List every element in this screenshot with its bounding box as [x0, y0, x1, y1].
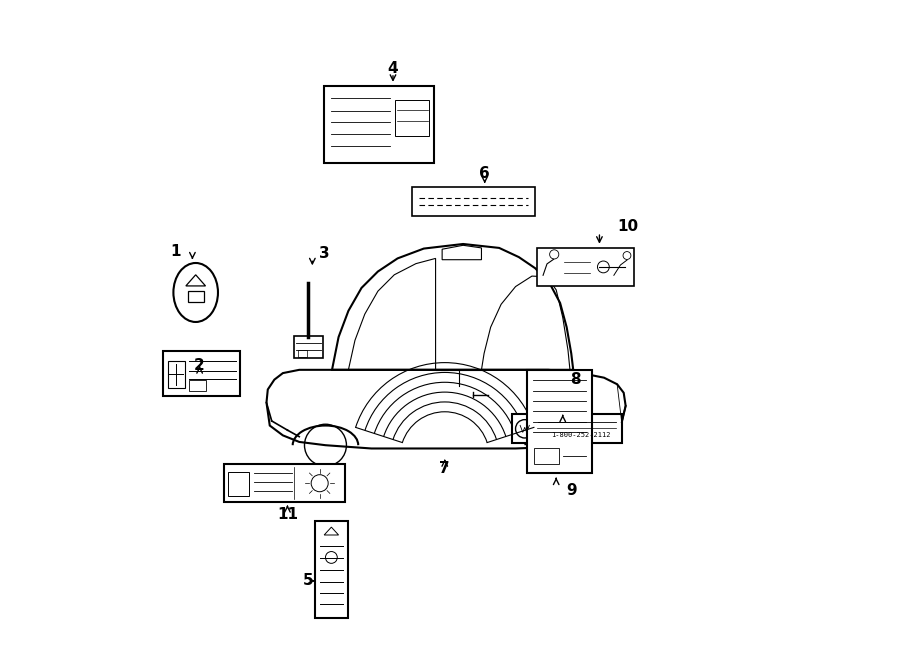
- Bar: [315, 521, 347, 617]
- Bar: [511, 414, 622, 444]
- Bar: [394, 100, 428, 136]
- Text: 11: 11: [277, 506, 298, 522]
- Bar: [189, 380, 206, 391]
- Text: 8: 8: [571, 372, 581, 387]
- Text: 6: 6: [480, 166, 491, 180]
- Bar: [534, 448, 559, 464]
- Bar: [412, 187, 536, 215]
- Text: 1-800-252-2112: 1-800-252-2112: [551, 432, 610, 438]
- Bar: [298, 350, 307, 357]
- Bar: [163, 352, 240, 396]
- Text: 1: 1: [171, 245, 181, 259]
- Bar: [536, 248, 634, 286]
- Bar: [228, 472, 248, 496]
- Text: 9: 9: [567, 483, 577, 498]
- Text: 5: 5: [302, 573, 313, 588]
- Text: 3: 3: [319, 246, 329, 260]
- Text: 7: 7: [439, 461, 450, 476]
- Text: 2: 2: [194, 358, 205, 373]
- Bar: [188, 291, 203, 302]
- Text: 4: 4: [388, 61, 399, 76]
- Text: 10: 10: [617, 219, 639, 235]
- Bar: [167, 362, 184, 387]
- Bar: [324, 86, 435, 163]
- Bar: [224, 464, 345, 502]
- Bar: [294, 336, 323, 358]
- Bar: [527, 369, 591, 473]
